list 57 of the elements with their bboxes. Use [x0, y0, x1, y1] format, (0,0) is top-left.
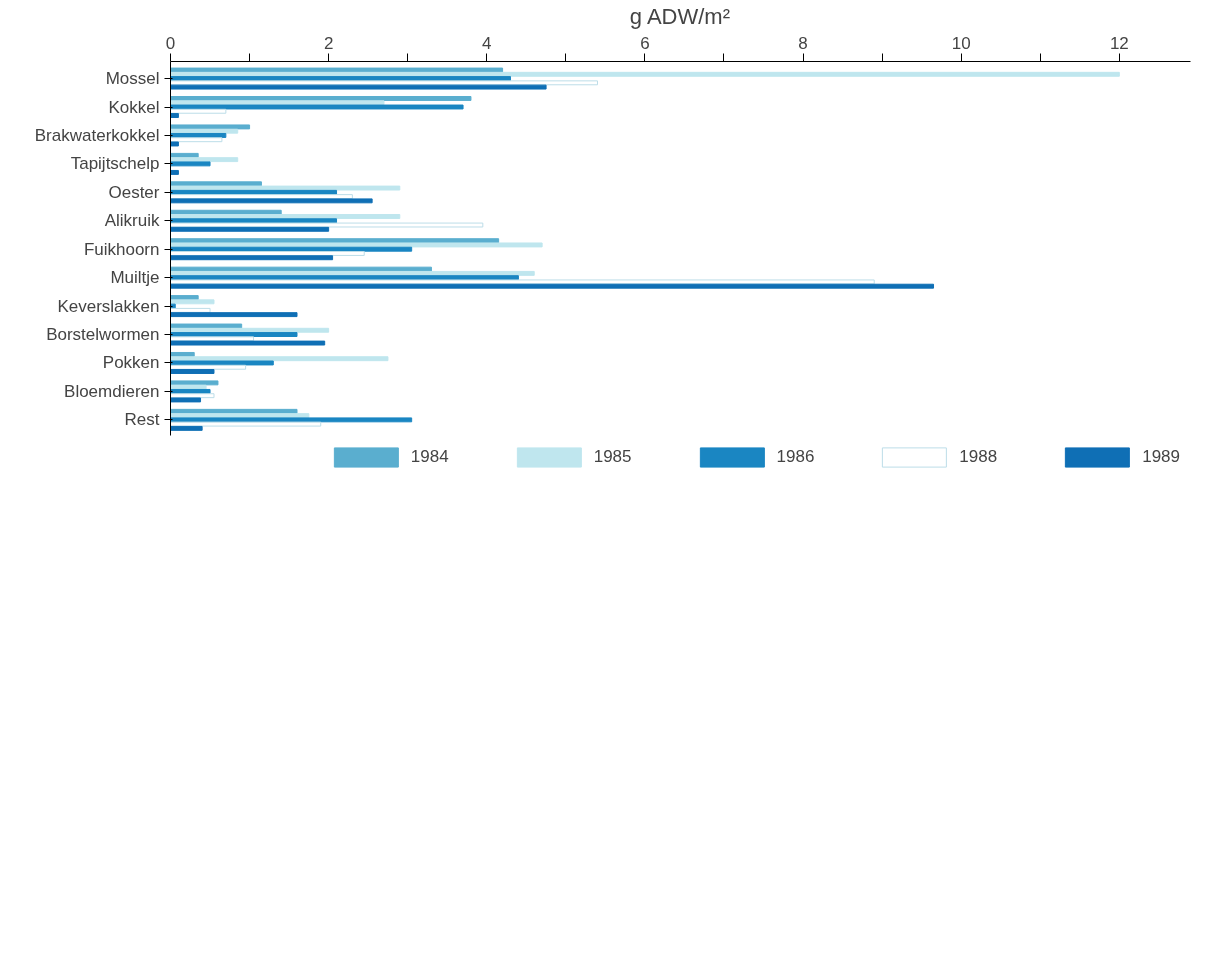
legend-label: 1984 — [410, 447, 449, 467]
bar — [170, 84, 547, 90]
bar — [170, 312, 298, 318]
x-tick-label: 10 — [951, 33, 971, 53]
bar — [170, 421, 322, 427]
bar — [170, 242, 543, 248]
bar — [170, 198, 373, 204]
legend-label: 1989 — [1142, 447, 1180, 467]
x-tick-label: 12 — [1109, 33, 1129, 53]
bar — [170, 255, 334, 261]
x-tick-label: 2 — [323, 33, 334, 53]
y-tick-label: Kokkel — [108, 97, 160, 117]
bar — [170, 360, 274, 366]
bar — [170, 226, 330, 232]
bar — [170, 323, 243, 329]
legend-label: 1988 — [959, 447, 998, 467]
bar — [170, 108, 227, 114]
bar — [170, 380, 219, 386]
y-tick-label: Keverslakken — [57, 296, 160, 316]
x-tick-label: 6 — [640, 33, 650, 53]
bar — [170, 169, 179, 175]
bar — [170, 141, 179, 147]
bar — [170, 104, 464, 110]
y-tick-label: Borstelwormen — [46, 325, 160, 345]
y-tick-label: Alikruik — [104, 211, 160, 231]
bar — [170, 124, 251, 130]
x-tick-label: 0 — [165, 33, 176, 53]
y-tick-label: Fuikhoorn — [83, 239, 160, 259]
y-tick-label: Brakwaterkokkel — [34, 125, 160, 145]
bar — [170, 161, 211, 167]
legend-label: 1986 — [776, 447, 815, 467]
y-tick-label: Pokken — [102, 353, 160, 373]
bar — [170, 137, 223, 143]
bar — [170, 71, 1120, 77]
x-axis-title: g ADW/m² — [629, 3, 731, 29]
x-tick-label: 4 — [482, 33, 492, 53]
y-tick-label: Mossel — [105, 69, 160, 89]
legend-label: 1985 — [593, 447, 632, 467]
bar — [170, 299, 215, 305]
bar — [170, 356, 389, 362]
bar — [170, 340, 326, 346]
bar — [170, 425, 203, 431]
bar — [170, 283, 935, 289]
y-tick-label: Rest — [124, 410, 160, 430]
bar — [170, 417, 413, 423]
y-tick-label: Bloemdieren — [64, 381, 160, 401]
bar — [170, 397, 202, 403]
bar — [170, 67, 504, 73]
y-tick-label: Tapijtschelp — [70, 154, 160, 174]
y-tick-label: Muiltje — [110, 268, 160, 288]
y-tick-label: Oester — [108, 182, 160, 202]
x-tick-label: 8 — [798, 33, 808, 53]
bar — [170, 185, 401, 191]
bar — [170, 222, 484, 228]
bar — [170, 113, 179, 118]
bar — [170, 369, 215, 374]
bar — [170, 279, 875, 285]
